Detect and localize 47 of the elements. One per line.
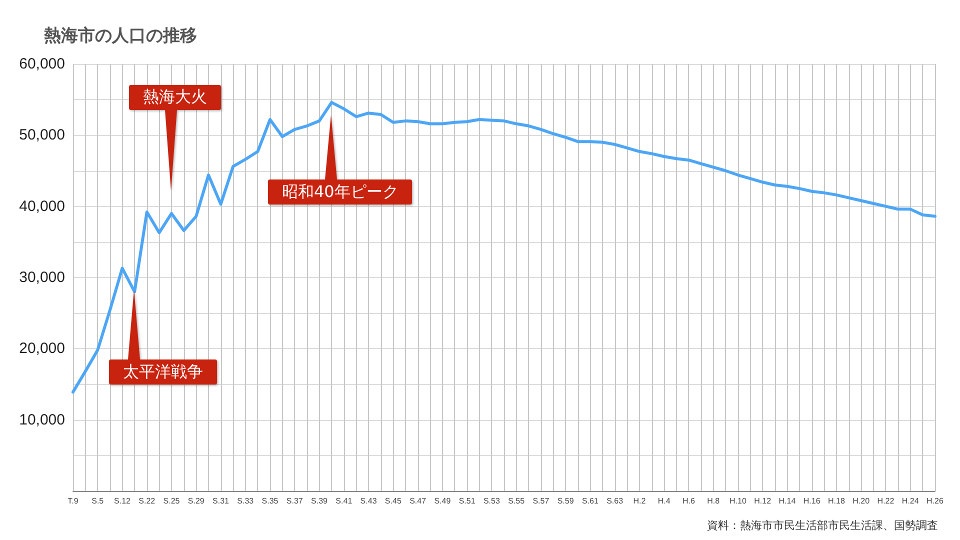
x-tick-label: H.20 <box>852 496 870 506</box>
x-tick-label: T.9 <box>68 496 79 506</box>
x-tick-label: S.37 <box>286 496 304 506</box>
x-tick-label: S.29 <box>188 496 205 506</box>
x-tick-label: S.43 <box>360 496 378 506</box>
x-tick-label: S.61 <box>582 496 599 506</box>
x-tick-label: S.33 <box>237 496 254 506</box>
annotation: 昭和40年ピーク <box>268 180 412 204</box>
x-tick-label: H.12 <box>754 496 772 506</box>
x-tick-label: H.4 <box>658 496 671 506</box>
x-tick-label: H.2 <box>633 496 646 506</box>
x-tick-label: H.16 <box>803 496 821 506</box>
y-tick-label: 60,000 <box>19 56 65 72</box>
annotation: 熱海大火 <box>129 84 221 110</box>
y-tick-label: 50,000 <box>19 126 65 144</box>
x-tick-label: S.49 <box>434 496 452 506</box>
x-tick-label: S.41 <box>336 496 353 506</box>
y-tick-label: 20,000 <box>19 340 65 358</box>
x-tick-label: S.51 <box>458 496 476 506</box>
x-tick-label: S.35 <box>262 496 279 506</box>
x-tick-label: S.55 <box>508 496 526 506</box>
x-tick-label: H.18 <box>828 496 846 506</box>
x-tick-label: S.53 <box>483 496 500 506</box>
x-tick-label: H.24 <box>902 496 920 506</box>
x-tick-label: H.26 <box>926 496 944 506</box>
x-tick-label: S.45 <box>384 496 402 506</box>
x-tick-label: H.6 <box>682 496 696 506</box>
x-tick-label: S.12 <box>114 496 132 506</box>
x-tick-label: S.39 <box>311 496 328 506</box>
text: 10,000 <box>19 411 65 428</box>
y-tick-label: 30,000 <box>19 269 65 286</box>
text: 資料：熱海市市民生活部市民生活課、国勢調査 <box>707 518 938 533</box>
x-tick-label: S.31 <box>212 496 230 506</box>
x-tick-label: S.59 <box>557 496 574 506</box>
x-tick-label: H.8 <box>707 496 720 506</box>
y-tick-label: 40,000 <box>19 198 65 215</box>
x-tick-label: H.10 <box>730 496 747 506</box>
x-tick-label: S.5 <box>92 496 104 506</box>
x-tick-label: S.57 <box>532 496 550 506</box>
x-tick-label: H.14 <box>778 496 796 506</box>
annotation: 太平洋戦争 <box>109 360 217 384</box>
x-tick-label: S.22 <box>138 496 156 506</box>
x-tick-label: S.63 <box>606 496 624 506</box>
x-tick-label: H.22 <box>877 496 895 506</box>
x-tick-label: S.47 <box>410 496 427 506</box>
x-tick-label: S.25 <box>163 496 180 506</box>
chart-title: 熱海市の人口の推移 <box>44 25 197 47</box>
